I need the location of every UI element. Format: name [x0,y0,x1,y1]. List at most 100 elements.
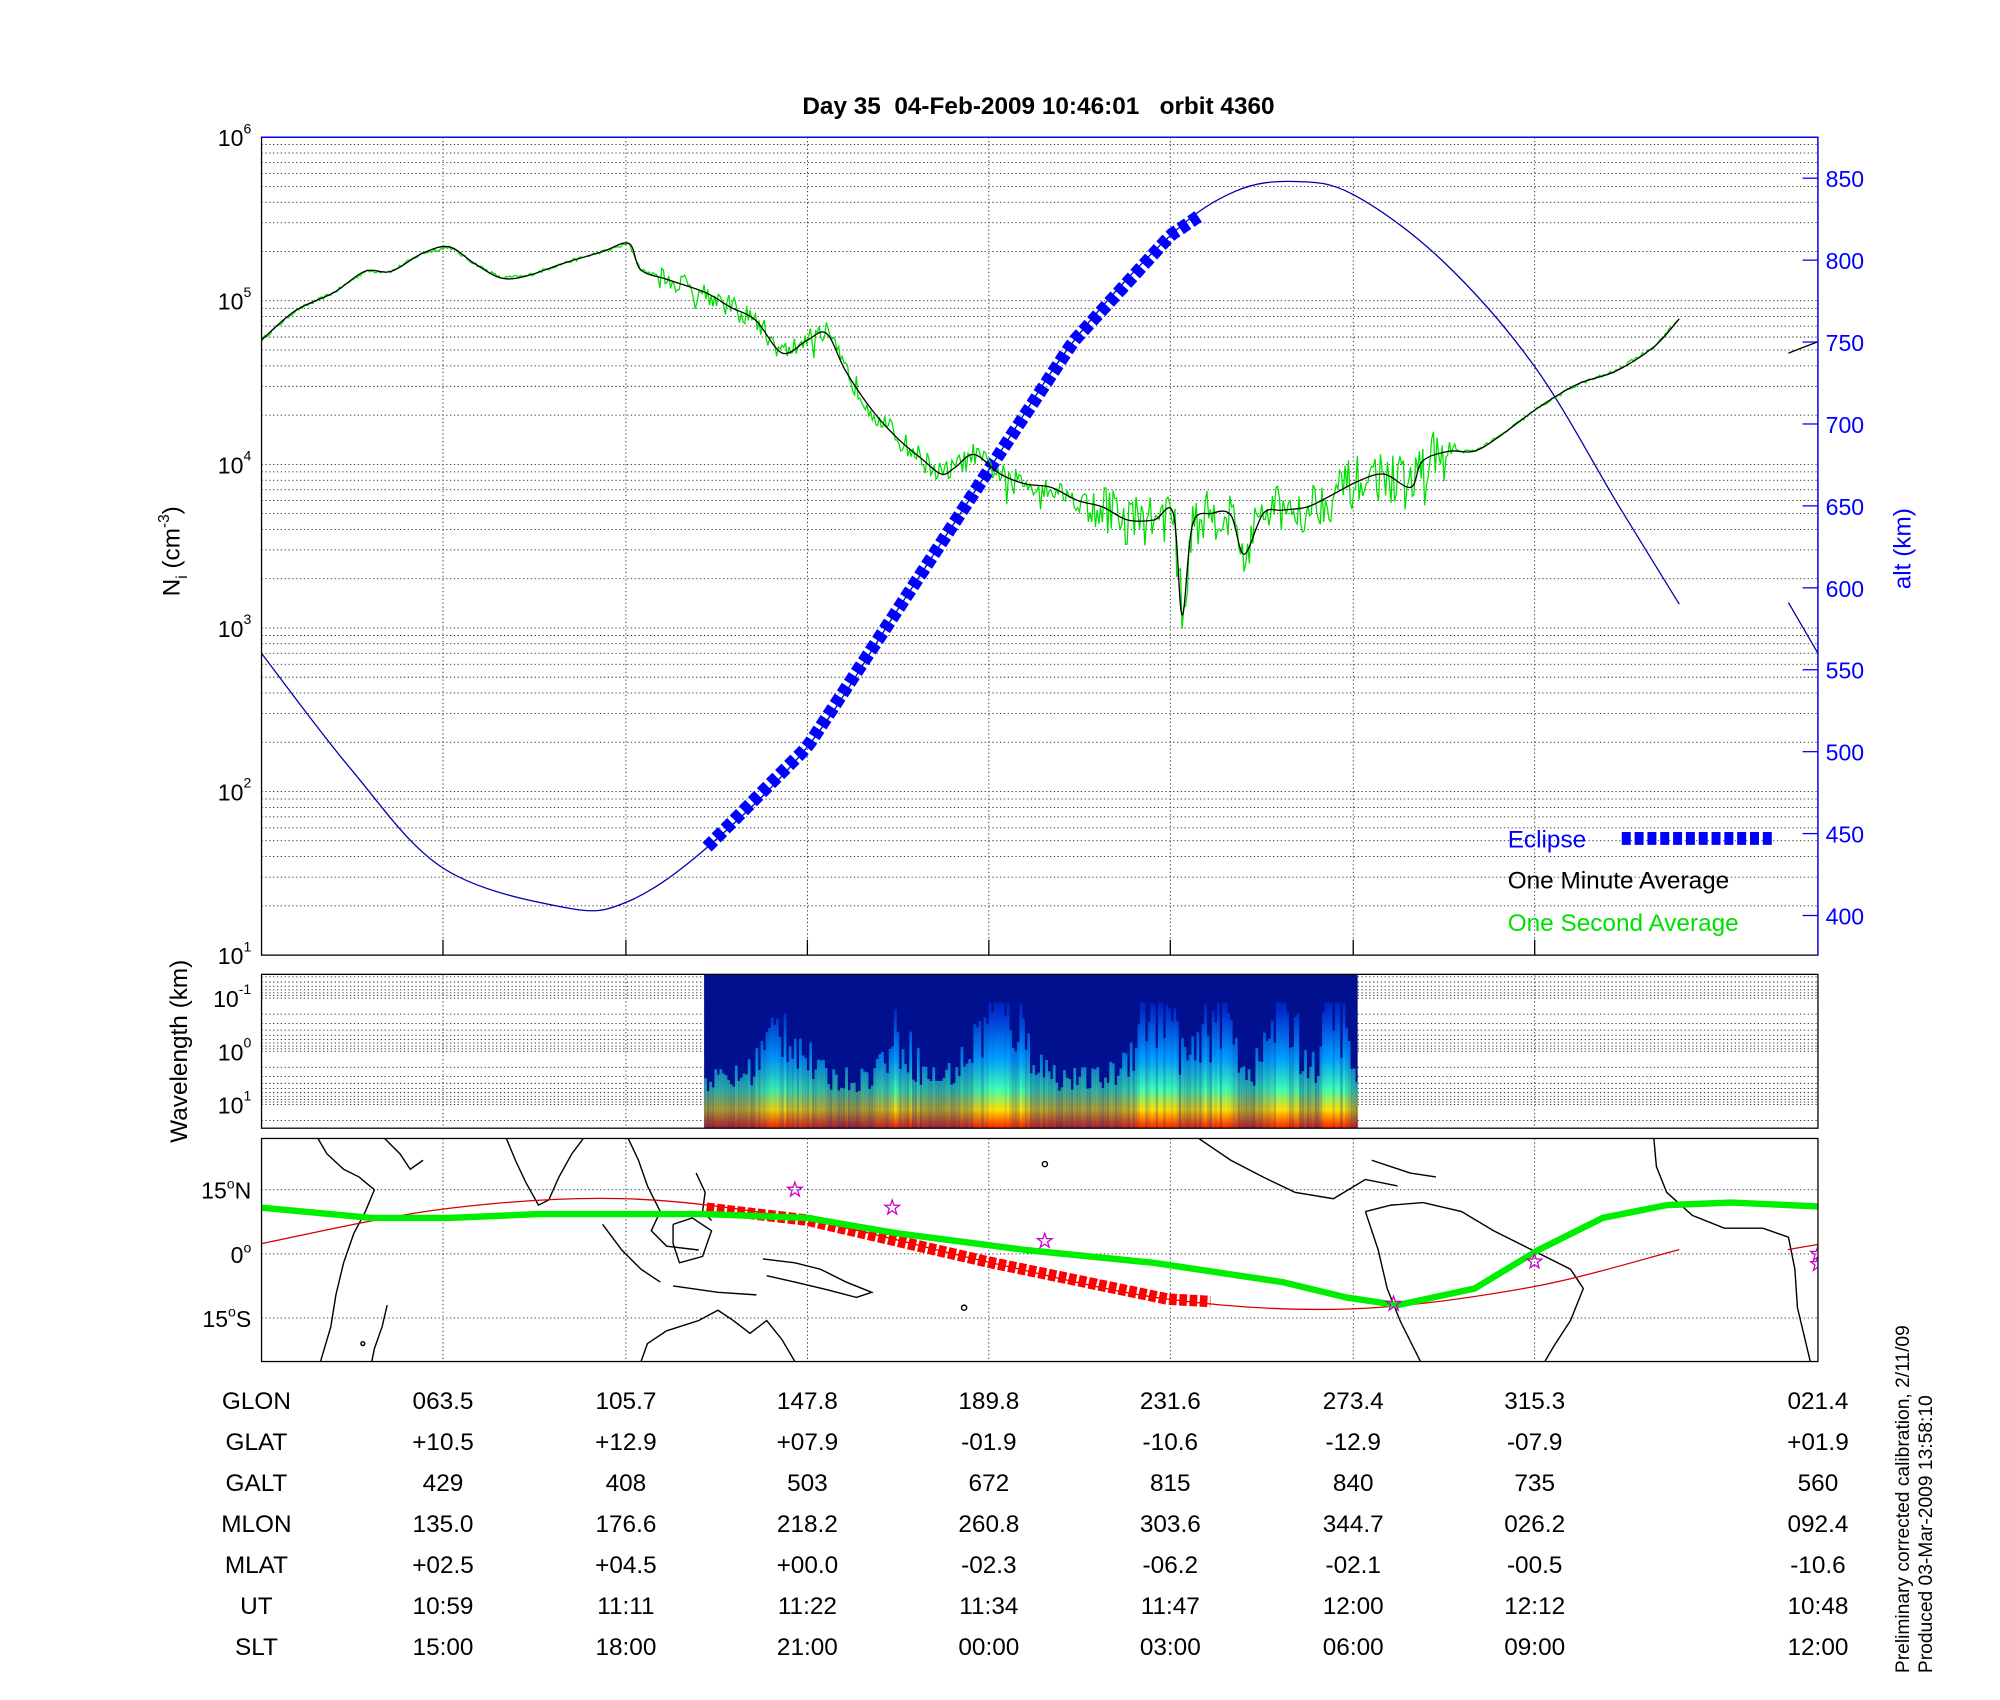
figure-title: Day 35 04-Feb-2009 10:46:01 orbit 4360 [802,93,1274,120]
alt-tick-label: 400 [1826,903,1864,929]
spectrogram-column [1201,1023,1205,1129]
table-cell: +04.5 [595,1552,657,1579]
spectrogram-column [883,1063,887,1129]
spectrogram-column [840,1087,843,1129]
spectrogram-column [1347,1040,1351,1129]
spectrogram-column [742,1073,746,1129]
spectrogram-column [1032,1065,1036,1129]
tick-exponent: 5 [243,284,251,300]
table-cell: 303.6 [1140,1511,1201,1538]
y-tick-label: 102 [218,775,252,806]
spectrogram-column [814,1069,818,1129]
table-cell: 12:12 [1504,1593,1565,1620]
spectrogram-column [827,1083,831,1129]
table-row: GLON 063.5 105.7 147.8 189.8 231.6 273.4 315.3 0… [222,1388,1848,1415]
spectrogram-column [1209,1062,1213,1129]
lat-hemisphere: S [236,1306,251,1332]
table-cell: 503 [787,1470,828,1497]
spectrogram-column [783,1013,787,1129]
spectrogram-column [947,1062,951,1129]
table-cell: 026.2 [1504,1511,1565,1538]
row-label: GALT [226,1470,288,1497]
lat-tick-label: 15oN [201,1175,251,1203]
spectrogram-column [1052,1065,1056,1129]
spectrogram-column [878,1054,882,1129]
spectrogram-column [1252,1085,1256,1129]
spectrogram-column [1098,1082,1102,1129]
spectrogram-column [1191,1036,1195,1129]
alt-tick-label: 750 [1826,330,1864,356]
spectrogram-column [1316,1075,1320,1129]
spectrogram-column [765,1031,769,1129]
legend-eclipse: Eclipse [1508,826,1586,853]
spectrogram-column [1319,1046,1323,1129]
ylabel-units-close: ) [158,506,185,514]
table-cell: -12.9 [1325,1429,1381,1456]
one-minute-average-line [261,242,1680,616]
spectrogram-column [1286,1012,1289,1129]
table-cell: 231.6 [1140,1388,1201,1415]
tick-base: 10 [213,986,239,1012]
spectrogram-column [911,1079,915,1129]
coast-south-america-west [1364,1211,1422,1362]
spectrogram-tick-label: 10-1 [213,981,251,1012]
spectrogram-column [863,1071,866,1129]
table-cell: 815 [1150,1470,1191,1497]
table-cell: 12:00 [1323,1593,1384,1620]
table-cell: 273.4 [1323,1388,1384,1415]
spectrogram-column [798,1038,802,1129]
spectrogram-column [1111,1063,1115,1129]
table-cell: 063.5 [413,1388,474,1415]
spectrogram-column [886,1072,889,1129]
spectrogram-column [1055,1082,1059,1129]
spectrogram-column [1147,1021,1151,1129]
spectrogram-column [816,1059,820,1129]
spectrogram-column [1270,1020,1274,1129]
spectrogram-tick-label: 101 [218,1088,252,1119]
star-marker [785,1180,805,1198]
tick-base: 10 [218,125,244,151]
satellite-track [261,1197,1680,1311]
spectrogram-column [768,1027,772,1129]
table-cell: 344.7 [1323,1511,1384,1538]
spectrogram-column [970,1062,974,1129]
spectrogram-column [1142,1002,1146,1129]
table-cell: +01.9 [1787,1429,1849,1456]
tick-exponent: 1 [243,1088,251,1104]
alt-tick-label: 600 [1826,576,1864,602]
spectrogram-column [1006,1002,1010,1129]
spectrogram-column [1281,1002,1284,1129]
tick-base: 10 [218,452,244,478]
spectrogram-column [901,1049,905,1129]
star-marker [1808,1244,1818,1262]
produced-note: Produced 03-Mar-2009 13:58:10 [1916,1395,1937,1673]
spectrogram-column [852,1082,856,1129]
spectrogram-column [965,1063,969,1129]
degree-symbol: o [227,1175,235,1191]
spectrogram-column [775,1018,779,1129]
tick-base: 10 [218,289,244,315]
spectrogram-column [1311,1051,1315,1129]
ylabel-units-sup: -3 [156,514,173,528]
spectrogram-column [850,1083,854,1129]
spectrogram-column [1109,1061,1113,1129]
spectrogram-column [952,1083,956,1129]
spectrogram-column [1016,1041,1020,1129]
spectrogram-column [1247,1069,1251,1129]
spectrogram-column [1257,1061,1261,1129]
coast-java [672,1285,757,1296]
one-minute-average-tail [1788,341,1818,354]
coast-new-guinea [762,1258,874,1299]
table-cell: 21:00 [777,1634,838,1661]
y-tick-label: 106 [218,120,252,151]
spectrogram-column [873,1068,877,1129]
star-marker [1525,1251,1544,1270]
spectrogram-column [1011,1048,1015,1129]
spectrogram-column [1219,1048,1223,1129]
spectrogram-column [996,1002,1000,1129]
tick-exponent: 0 [243,1034,251,1050]
spectrogram-column [1222,1002,1225,1129]
table-cell: +12.9 [595,1429,657,1456]
spectrogram-column [750,1085,754,1129]
spectrogram-column [1088,1088,1092,1129]
